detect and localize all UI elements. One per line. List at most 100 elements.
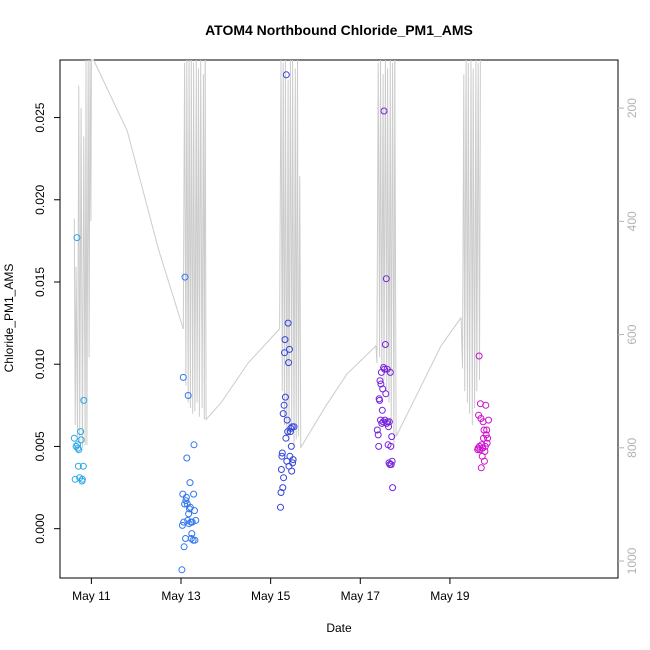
series-4 <box>373 107 397 492</box>
data-point <box>279 410 287 418</box>
data-point <box>187 535 195 542</box>
data-point <box>74 441 81 449</box>
data-point <box>179 490 187 498</box>
y-tick-label: 0.000 <box>33 513 47 543</box>
data-point <box>385 423 392 431</box>
data-point <box>387 442 395 450</box>
data-point <box>185 510 193 518</box>
data-point <box>382 275 390 283</box>
data-point <box>378 406 386 414</box>
data-point <box>388 433 396 441</box>
data-point <box>179 373 187 381</box>
data-point <box>382 390 390 398</box>
series-5 <box>474 352 492 472</box>
data-point <box>282 71 290 79</box>
x-tick-label: May 11 <box>72 589 111 603</box>
data-point <box>188 518 196 526</box>
data-point <box>375 442 383 450</box>
data-point <box>186 479 194 487</box>
data-point <box>281 336 289 344</box>
y2-tick-label: 200 <box>625 98 639 118</box>
data-point <box>73 234 81 242</box>
data-point <box>277 489 285 496</box>
data-point <box>277 466 285 473</box>
data-point <box>385 418 393 426</box>
data-point <box>482 401 490 409</box>
y-axis: 0.000 0.005 0.010 0.015 0.020 0.025 <box>33 102 60 544</box>
data-point <box>190 490 198 498</box>
data-point <box>191 536 199 544</box>
data-point <box>184 392 192 399</box>
x-axis-label: Date <box>326 621 352 635</box>
pressure-trace-6 <box>300 345 377 449</box>
pressure-trace-8 <box>394 59 462 437</box>
data-point <box>381 365 388 373</box>
y2-tick-label: 800 <box>625 437 639 457</box>
data-point <box>389 484 397 492</box>
y-tick-label: 0.005 <box>33 431 47 461</box>
data-point <box>289 459 297 467</box>
data-point <box>75 446 83 454</box>
pressure-trace-5 <box>279 59 302 448</box>
data-point <box>181 500 189 508</box>
data-point <box>477 464 485 472</box>
data-points <box>70 71 492 574</box>
data-point <box>285 359 293 367</box>
y2-tick-label: 400 <box>625 211 639 231</box>
data-point <box>290 423 298 431</box>
data-point <box>180 543 188 551</box>
data-point <box>280 401 288 409</box>
data-point <box>377 380 385 388</box>
data-point <box>483 439 491 447</box>
data-point <box>277 503 284 511</box>
y-tick-label: 0.015 <box>33 267 47 297</box>
data-point <box>379 385 387 393</box>
data-point <box>80 396 88 404</box>
data-point <box>475 352 483 360</box>
data-point <box>178 566 186 574</box>
data-point <box>374 431 382 439</box>
data-point <box>485 416 492 424</box>
plot-frame <box>59 59 619 579</box>
y2-tick-label: 600 <box>625 324 639 344</box>
data-point <box>482 431 490 439</box>
data-point <box>281 393 289 401</box>
x-tick-label: May 17 <box>341 589 381 603</box>
data-point <box>286 345 293 353</box>
data-point <box>380 107 388 115</box>
data-point <box>286 428 294 436</box>
data-point <box>376 377 384 385</box>
data-point <box>284 319 292 327</box>
data-point <box>183 454 191 462</box>
data-point <box>78 475 86 483</box>
x-tick-label: May 13 <box>161 589 201 603</box>
data-point <box>182 493 190 501</box>
series-3 <box>277 71 298 511</box>
data-point <box>287 442 295 450</box>
data-point <box>387 461 395 468</box>
data-point <box>289 456 297 464</box>
x-tick-label: May 19 <box>430 589 470 603</box>
data-point <box>376 396 384 404</box>
data-point <box>181 273 189 281</box>
y-tick-label: 0.025 <box>33 102 47 132</box>
data-point <box>77 428 85 436</box>
series-2 <box>178 273 200 574</box>
data-point <box>381 341 389 348</box>
data-point <box>483 426 491 434</box>
pressure-trace-3 <box>182 59 206 420</box>
pressure-trace-4 <box>204 59 280 421</box>
data-point <box>480 457 488 465</box>
data-point <box>278 452 286 460</box>
x-tick-label: May 15 <box>251 589 291 603</box>
data-point <box>484 434 492 442</box>
y2-tick-label: 1000 <box>625 547 639 574</box>
data-point <box>386 368 394 376</box>
data-point <box>70 434 78 442</box>
data-point <box>191 507 198 515</box>
data-point <box>280 474 288 482</box>
data-point <box>74 462 82 470</box>
data-point <box>281 349 288 357</box>
